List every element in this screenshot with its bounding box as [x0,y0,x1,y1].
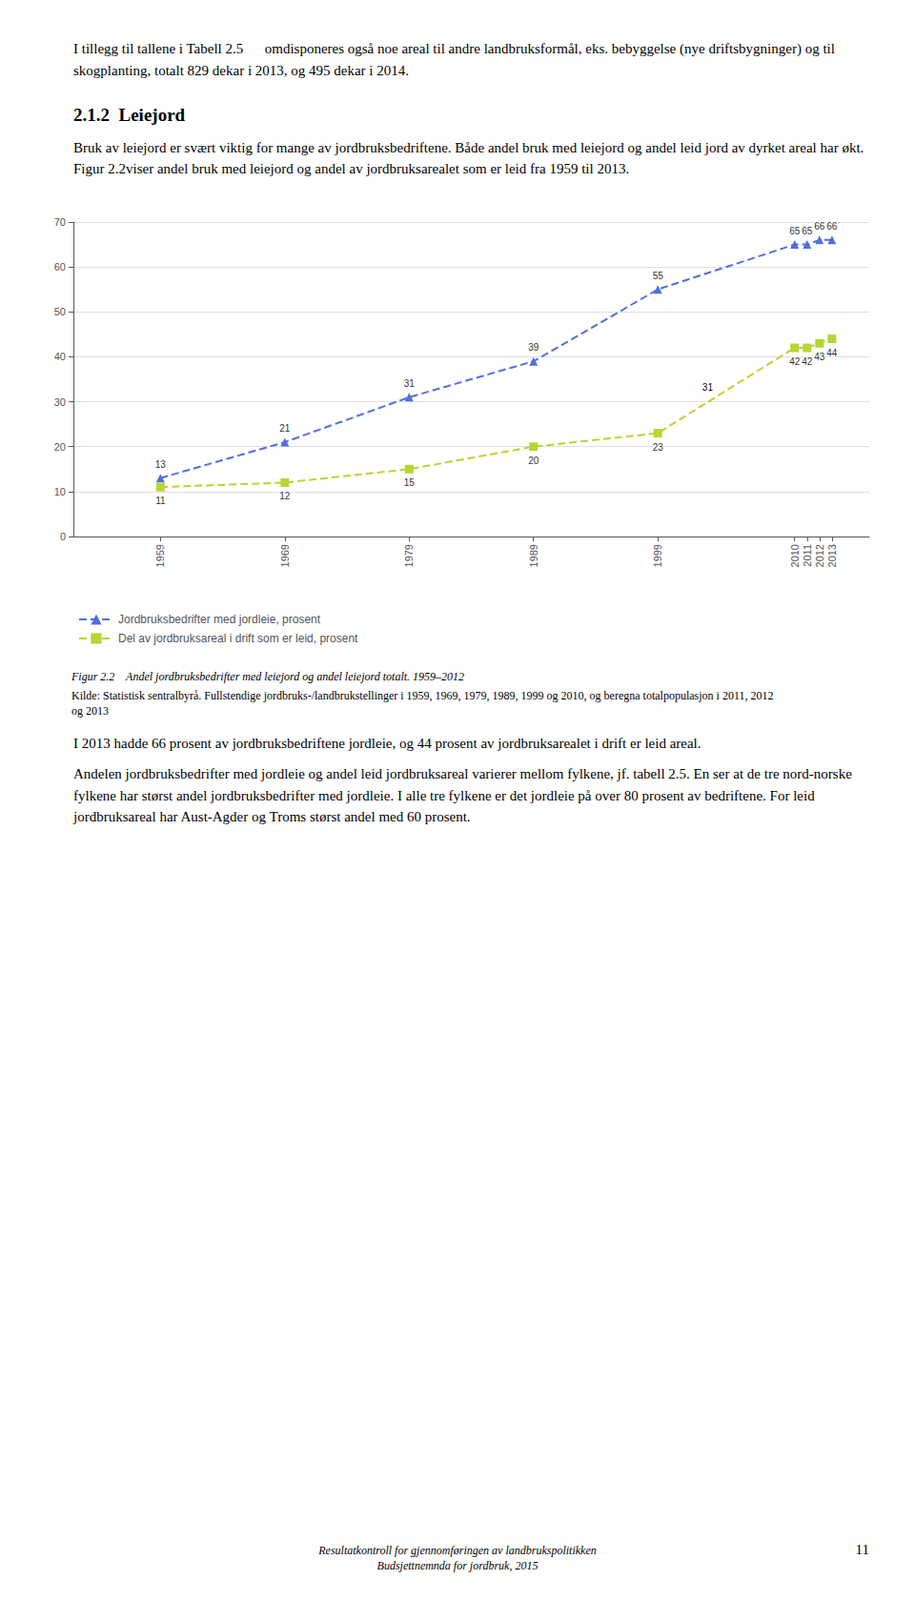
svg-text:og 2013: og 2013 [71,704,109,718]
svg-text:66: 66 [826,220,838,231]
svg-text:1959: 1959 [154,544,166,568]
svg-text:65: 65 [789,224,801,236]
svg-text:50: 50 [54,305,66,318]
svg-text:2011: 2011 [801,544,814,568]
svg-text:55: 55 [652,269,665,281]
html-text:Resultatkontroll for gjennomfø: Resultatkontroll for gjennomføringen av … [318,1543,597,1558]
svg-text:40: 40 [54,350,66,363]
svg-text:0: 0 [60,530,66,543]
svg-text:Kilde: Statistisk sentralbyrå.: Kilde: Statistisk sentralbyrå. Fullstend… [71,689,776,703]
svg-text:20: 20 [54,440,66,452]
svg-text:Jordbruksbedrifter med jordlei: Jordbruksbedrifter med jordleie, prosent [118,612,322,627]
svg-text:60: 60 [54,261,66,273]
svg-text:1979: 1979 [403,544,415,568]
html-text:Bruk av leiejord er svært vikt: Bruk av leiejord er svært viktig for man… [73,139,868,177]
svg-text:10: 10 [54,485,66,497]
svg-text:2010: 2010 [789,544,801,568]
svg-text:1969: 1969 [279,544,291,568]
svg-text:12: 12 [279,490,291,502]
svg-text:30: 30 [54,395,66,407]
svg-text:2012: 2012 [813,544,826,568]
svg-text:65: 65 [801,224,814,236]
html-text:Andelen jordbruksbedrifter med: Andelen jordbruksbedrifter med jordleie … [73,766,856,825]
svg-text:Figur 2.2 Andel jordbruksbe: Figur 2.2 Andel jordbruksbedrifter med l… [70,670,465,684]
html-text:11: 11 [855,1542,870,1558]
svg-text:44: 44 [826,346,838,358]
html-text:2.1.2 Leiejord: 2.1.2 Leiejord [73,104,186,125]
svg-text:42: 42 [789,356,801,367]
svg-text:21: 21 [279,423,291,434]
svg-text:42: 42 [801,356,814,367]
html-text:Budsjettnemnda for jordbruk, 2: Budsjettnemnda for jordbruk, 2015 [376,1559,538,1573]
html-text:I tillegg til tallene i Tabell: I tillegg til tallene i Tabell 2.5 omdis… [73,40,839,78]
svg-text:13: 13 [155,458,167,469]
svg-text:1989: 1989 [528,544,540,568]
svg-text:66: 66 [813,220,826,231]
svg-text:2013: 2013 [826,544,838,568]
svg-text:70: 70 [54,216,66,228]
svg-text:15: 15 [404,477,416,488]
svg-text:43: 43 [813,351,826,363]
svg-text:31: 31 [404,377,416,388]
svg-text:1999: 1999 [651,544,664,568]
svg-text:20: 20 [528,454,540,466]
svg-text:11: 11 [155,495,166,507]
svg-text:Del av jordbruksareal i drift: Del av jordbruksareal i drift som er lei… [118,631,359,646]
svg-text:39: 39 [528,342,540,353]
svg-text:31: 31 [702,382,714,393]
html-text:I 2013 hadde 66 prosent av jor: I 2013 hadde 66 prosent av jordbruksbedr… [73,735,702,751]
svg-text:23: 23 [652,441,665,452]
